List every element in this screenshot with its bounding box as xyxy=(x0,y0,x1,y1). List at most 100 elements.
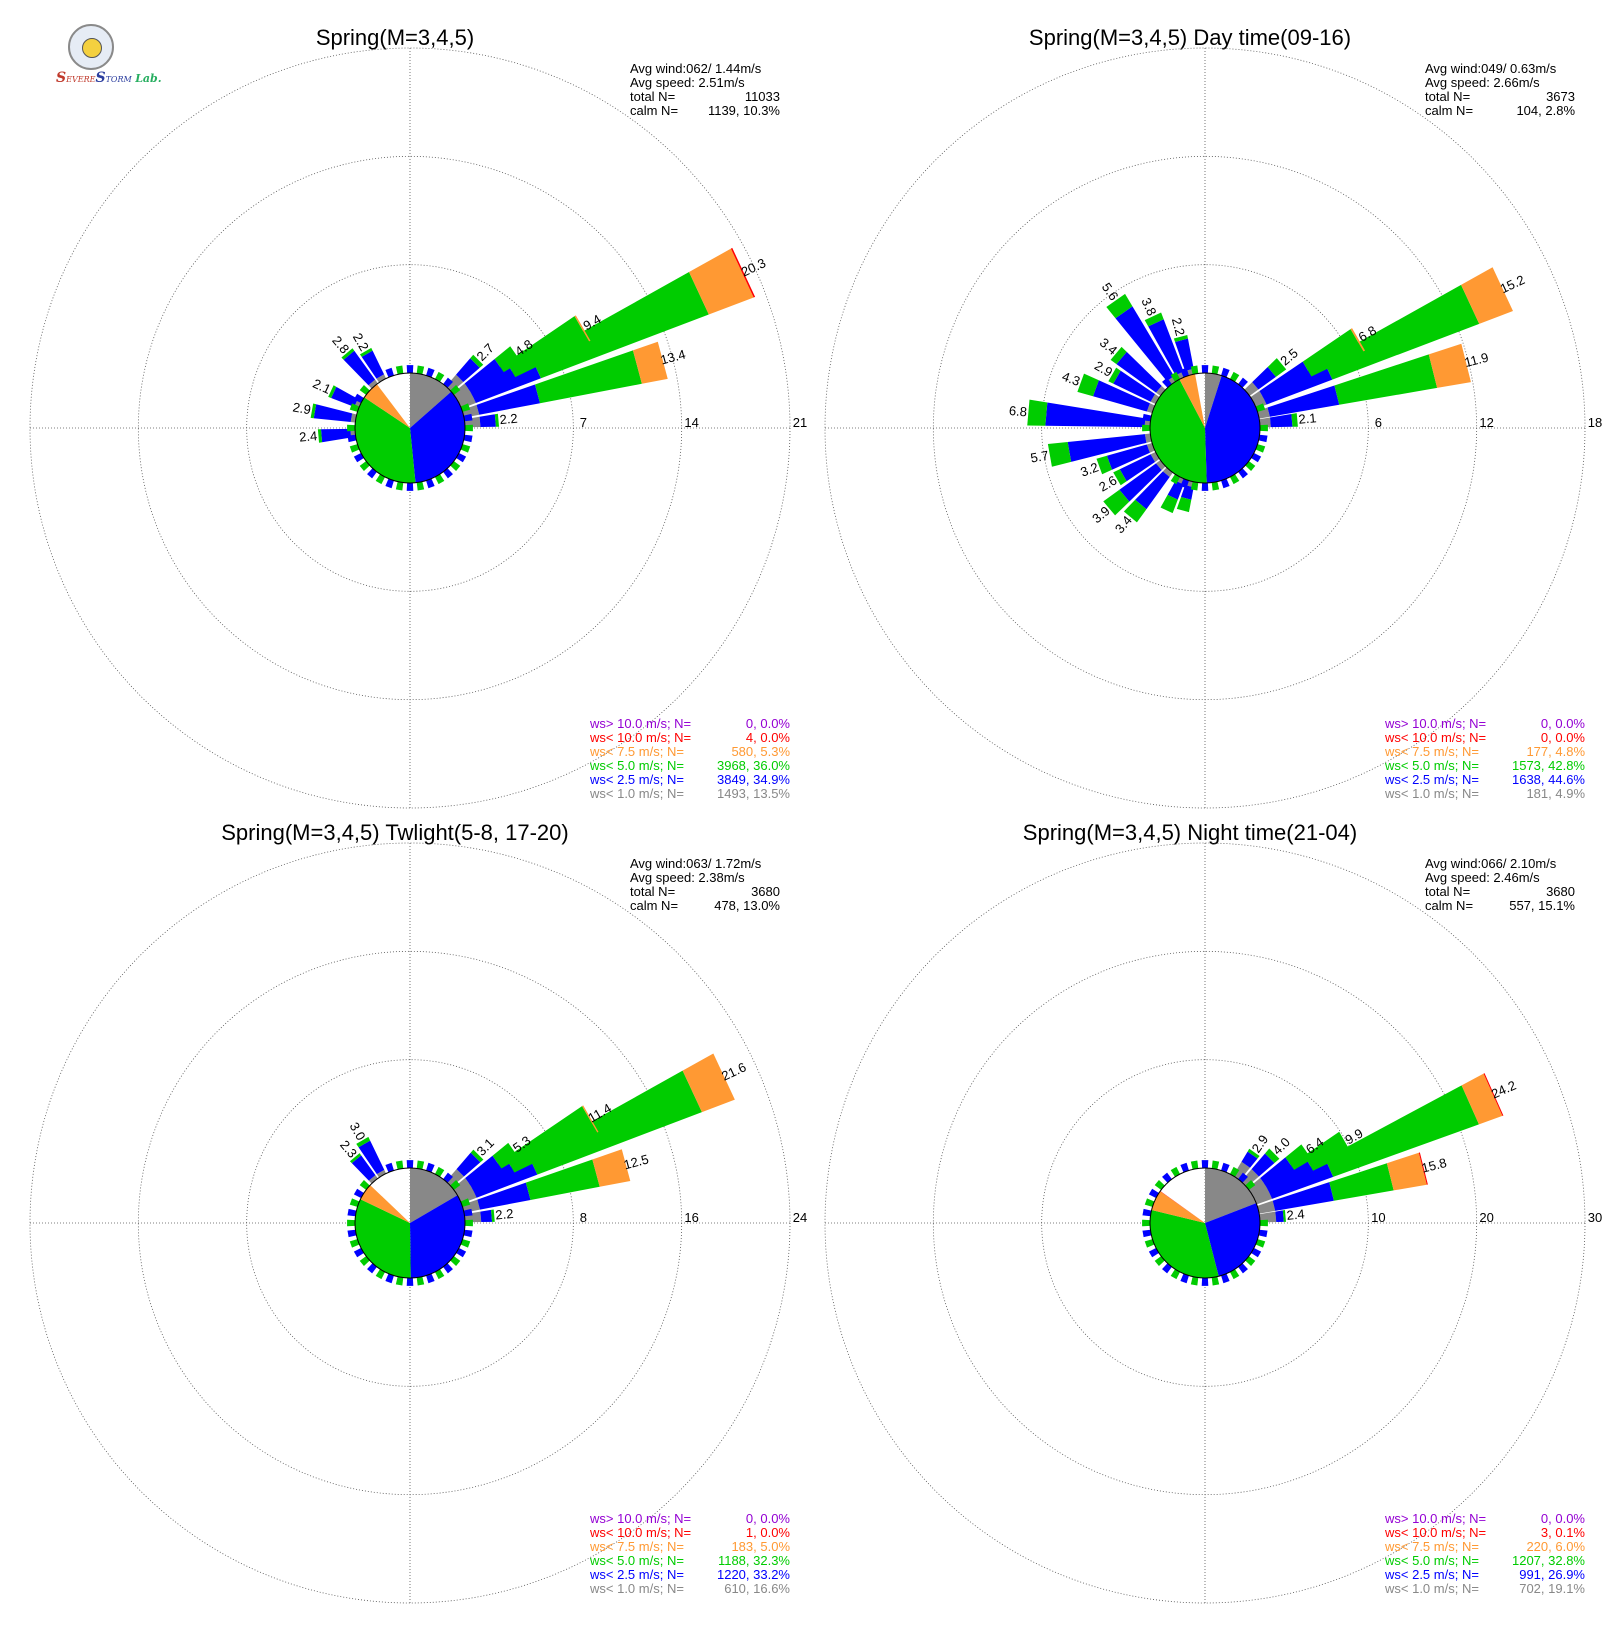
wind-bar-segment xyxy=(376,1169,387,1178)
bar-total-label: 2.4 xyxy=(1286,1206,1305,1223)
minor-bar xyxy=(395,1276,404,1286)
bar-total-label: 2.9 xyxy=(292,399,312,417)
minor-bar xyxy=(347,1219,356,1227)
minor-bar xyxy=(463,1229,473,1238)
minor-bar xyxy=(1221,478,1230,489)
minor-bar xyxy=(450,461,461,471)
wind-bar-segment xyxy=(1176,496,1192,513)
wind-bar-segment xyxy=(1119,463,1162,502)
legend-value: 181, 4.9% xyxy=(1526,786,1585,801)
wind-bar-segment xyxy=(1252,366,1276,390)
minor-bar xyxy=(1238,377,1248,388)
minor-bar xyxy=(426,478,435,489)
wind-bar-segment xyxy=(480,1209,493,1223)
minor-bar xyxy=(1170,1269,1181,1280)
minor-bar xyxy=(359,1180,370,1190)
minor-bar xyxy=(1229,1166,1240,1177)
wind-bar-segment xyxy=(1272,1182,1334,1211)
minor-bar xyxy=(1245,461,1256,471)
legend-value: 702, 19.1% xyxy=(1519,1581,1585,1596)
stat-label: total N= xyxy=(630,884,675,899)
minor-bar xyxy=(460,1239,471,1248)
wind-bar-segment xyxy=(1233,1161,1251,1181)
minor-bar xyxy=(367,1263,377,1274)
minor-bar xyxy=(434,1269,445,1280)
legend-value: 0, 0.0% xyxy=(1541,716,1586,731)
legend-value: 991, 26.9% xyxy=(1519,1567,1585,1582)
wind-bar-segment xyxy=(1275,1210,1284,1223)
legend-value: 610, 16.6% xyxy=(724,1581,790,1596)
bar-total-label: 2.2 xyxy=(1169,316,1188,337)
panel-title: Spring(M=3,4,5) Twlight(5-8, 17-20) xyxy=(221,820,568,845)
windrose-panel-4: Spring(M=3,4,5) Night time(21-04) 10 20 30 2… xyxy=(824,820,1602,1604)
wind-bar-segment xyxy=(1096,455,1113,475)
minor-bar xyxy=(395,481,404,491)
legend-label: ws< 1.0 m/s; N= xyxy=(589,1581,684,1596)
wind-bar-segment xyxy=(452,1177,472,1195)
legend-label: ws< 5.0 m/s; N= xyxy=(589,1553,684,1568)
wind-bar-segment xyxy=(535,350,642,404)
ring-tick-label: 14 xyxy=(684,415,698,430)
minor-bar xyxy=(1144,1239,1155,1248)
stat-label: Avg speed: 2.46m/s xyxy=(1425,870,1540,885)
minor-bar xyxy=(460,403,471,412)
wind-bar-segment xyxy=(1251,1153,1275,1177)
minor-bar xyxy=(443,1263,453,1274)
wind-bar-segment xyxy=(1329,1163,1394,1201)
wind-bar-segment xyxy=(359,347,373,357)
minor-bar xyxy=(385,367,394,378)
stat-value: 3680 xyxy=(751,884,780,899)
stat-label: calm N= xyxy=(630,103,678,118)
minor-bar xyxy=(1144,1198,1155,1207)
wind-bar-segment xyxy=(356,1136,371,1148)
bar-total-label: 20.3 xyxy=(739,255,768,279)
minor-bar xyxy=(1251,1247,1262,1258)
wind-bar-segment xyxy=(1241,1151,1258,1168)
legend-value: 580, 5.3% xyxy=(731,744,790,759)
wind-bar-segment xyxy=(1259,1211,1277,1223)
speed-pie-slice xyxy=(1205,375,1260,483)
wind-bar-segment xyxy=(445,1169,464,1188)
wind-bar-segment xyxy=(476,384,541,415)
minor-bar xyxy=(460,444,471,453)
minor-bar xyxy=(353,1188,364,1199)
wind-bar-segment xyxy=(1106,293,1133,319)
minor-bar xyxy=(1142,1208,1152,1217)
bar-total-label: 11.9 xyxy=(1463,350,1490,370)
wind-bar-segment xyxy=(1282,1210,1286,1222)
stat-label: Avg wind:063/ 1.72m/s xyxy=(630,856,762,871)
minor-bar xyxy=(463,413,473,422)
legend-value: 0, 0.0% xyxy=(746,716,791,731)
wind-bar-segment xyxy=(730,247,756,298)
ring xyxy=(1041,1059,1369,1387)
wind-bar-segment xyxy=(1106,444,1150,470)
minor-bar xyxy=(443,468,453,479)
speed-pie-slice xyxy=(410,373,452,428)
windrose-panel-3: Spring(M=3,4,5) Twlight(5-8, 17-20) 8 16 24… xyxy=(29,820,807,1604)
speed-pie-slice xyxy=(354,397,416,484)
bar-total-label: 3.2 xyxy=(1078,459,1100,479)
legend-label: ws> 10.0 m/s; N= xyxy=(589,716,691,731)
minor-bar xyxy=(450,385,461,395)
minor-bar xyxy=(1190,481,1199,491)
wind-bar-segment xyxy=(506,316,590,378)
wind-bar-segment xyxy=(456,1152,481,1177)
ring xyxy=(824,842,1586,1604)
wind-bar-segment xyxy=(1461,1073,1503,1125)
minor-bar xyxy=(1238,1172,1248,1183)
bar-total-label: 6.8 xyxy=(1008,403,1027,420)
speed-pie-slice xyxy=(1205,1203,1261,1277)
minor-bar xyxy=(1142,424,1151,432)
minor-bar xyxy=(460,1198,471,1207)
bar-total-label: 2.2 xyxy=(499,411,518,428)
wind-bar-segment xyxy=(328,385,337,399)
minor-bar xyxy=(416,1276,425,1286)
severe-storm-lab-logo: SEVERESTORM Lab. xyxy=(50,20,162,90)
wind-bar-segment xyxy=(368,379,378,389)
wind-bar-segment xyxy=(1173,334,1188,342)
wind-bar-segment xyxy=(320,428,352,443)
wind-bar-segment xyxy=(313,404,353,422)
minor-bar xyxy=(426,1162,435,1173)
minor-bar xyxy=(1221,367,1230,378)
